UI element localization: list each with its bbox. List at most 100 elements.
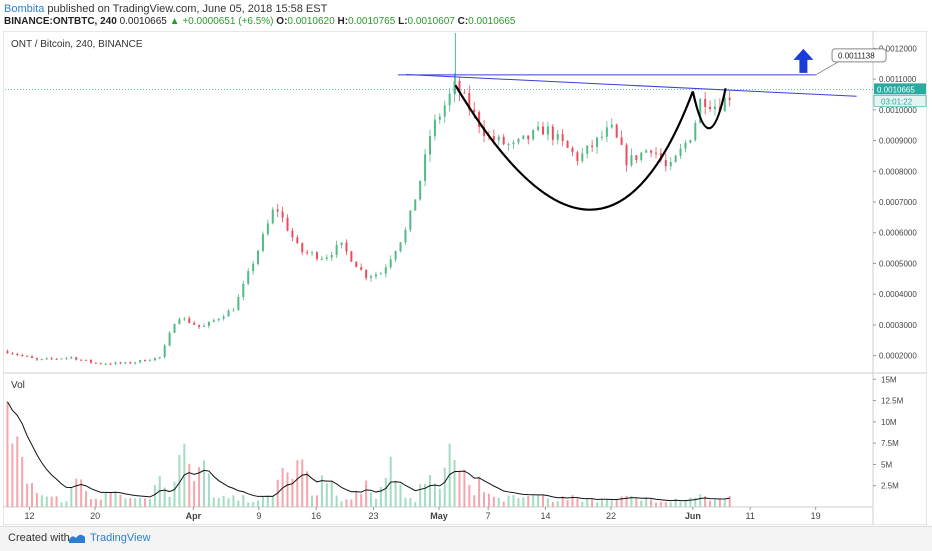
volume-bar [473,495,476,507]
volume-bar [713,499,716,507]
time-tick-label: 19 [811,511,821,521]
created-with-text: Created with [8,532,70,544]
candle-body [551,126,554,140]
candle-body [104,363,107,365]
candle [11,351,14,355]
volume-bar [355,491,358,507]
candle [404,227,407,245]
volume-bar [571,495,574,507]
volume-bar [704,496,707,507]
tradingview-brand-link[interactable]: TradingView [90,532,151,544]
candle-body [173,324,176,333]
candle [409,210,412,233]
candle-body [355,261,358,268]
volume-moving-average [7,401,730,502]
candle-body [414,199,417,211]
candle [6,349,9,354]
candle-body [345,242,348,252]
price-tick-label: 0.0005000 [879,259,917,268]
volume-bar [630,495,633,507]
chart-title: ONT / Bitcoin, 240, BINANCE [11,39,143,50]
candle-body [148,360,151,362]
author-link[interactable]: Bombita [4,3,45,15]
candle [635,154,638,164]
candle-body [527,135,530,140]
volume-bar [561,496,564,507]
volume-bar [433,483,436,507]
candle-body [163,345,166,358]
candle-body [645,150,648,153]
volume-bar [335,495,338,507]
candle-body [252,263,255,272]
candle [674,154,677,163]
candle-body [80,359,83,361]
volume-bar [615,499,618,507]
candle [615,123,618,139]
tradingview-logo-icon[interactable] [68,531,86,550]
candle [70,356,73,360]
volume-bar [360,494,363,507]
candle-body [723,97,726,112]
volume-bar [581,501,584,507]
candle [158,356,161,360]
candle [581,147,584,163]
candle-body [139,360,142,363]
price-chart-svg[interactable]: ONT / Bitcoin, 240, BINANCE Vol 0.001200… [2,30,928,526]
volume-bar [394,480,397,507]
volume-bar [193,481,196,507]
candle [640,151,643,163]
chart-container[interactable]: ONT / Bitcoin, 240, BINANCE Vol 0.001200… [2,30,928,526]
volume-bar [11,443,14,507]
volume-bar [625,495,628,507]
candle [502,133,505,146]
candle-body [26,355,29,357]
candle-body [271,209,274,224]
candle-body [144,360,147,362]
volume-bar [247,502,250,507]
time-tick-label: 11 [745,511,754,521]
candle-body [424,154,427,181]
candle-body [561,134,564,141]
candle-body [394,251,397,260]
volume-bar [315,495,318,507]
candle-body [276,209,279,212]
volume-bar [709,500,712,507]
volume-bar [65,501,68,507]
volume-title: Vol [11,380,25,391]
volume-bar [635,497,638,507]
candle-body [571,147,574,153]
volume-bar [31,482,34,507]
volume-bar [168,496,171,507]
candle-body [605,127,608,137]
volume-bar [16,436,19,507]
candle-body [630,155,633,166]
volume-bar [556,501,559,507]
candle [271,207,274,225]
candle-body [89,360,92,363]
price-tick-label: 0.0012000 [879,44,917,53]
candle-body [266,223,269,235]
candle-body [404,229,407,243]
candle-body [419,180,422,200]
candle [291,227,294,242]
chart-frame [2,30,928,526]
candle [625,143,628,172]
candle [532,128,535,141]
countdown-tag [873,95,927,107]
candle [281,206,284,223]
candle [94,362,97,364]
candle-body [473,109,476,113]
candle [257,249,260,266]
volume-bar [242,495,245,507]
candle-body [497,136,500,141]
volume-bar [414,502,417,507]
candle-body [635,155,638,160]
volume-bar [340,501,343,507]
candle-body [340,242,343,245]
candle [458,76,461,102]
volume-bar [257,500,260,507]
candle [212,318,215,323]
candle [453,73,456,103]
candle [178,317,181,325]
candle-body [674,155,677,163]
